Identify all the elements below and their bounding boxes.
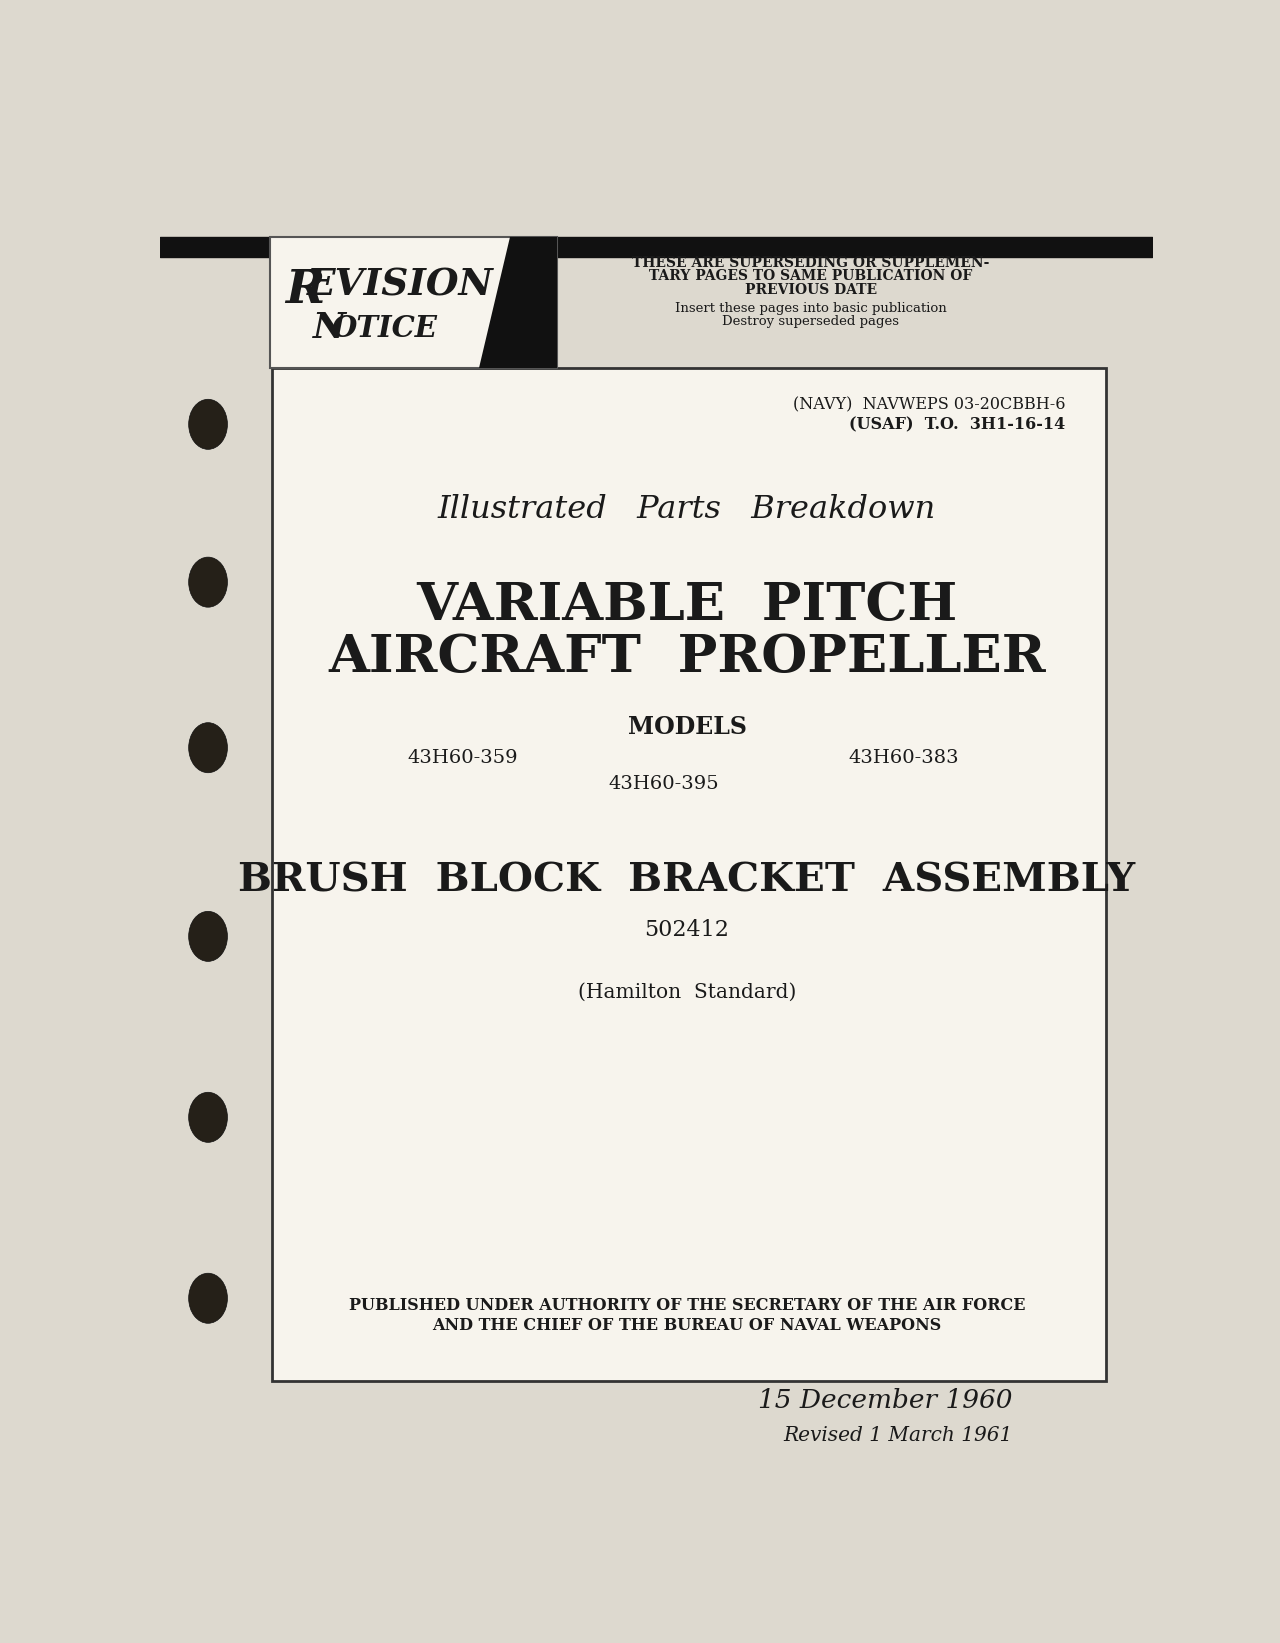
Text: MODELS: MODELS xyxy=(627,715,746,739)
Text: Revised 1 March 1961: Revised 1 March 1961 xyxy=(783,1426,1012,1444)
Text: 502412: 502412 xyxy=(645,918,730,941)
Text: PUBLISHED UNDER AUTHORITY OF THE SECRETARY OF THE AIR FORCE: PUBLISHED UNDER AUTHORITY OF THE SECRETA… xyxy=(348,1298,1025,1314)
Text: Illustrated   Parts   Breakdown: Illustrated Parts Breakdown xyxy=(438,493,936,524)
Text: 43H60-383: 43H60-383 xyxy=(849,749,959,767)
Ellipse shape xyxy=(188,1273,228,1323)
Text: OTICE: OTICE xyxy=(332,314,438,342)
Text: EVISION: EVISION xyxy=(307,266,494,304)
Text: TARY PAGES TO SAME PUBLICATION OF: TARY PAGES TO SAME PUBLICATION OF xyxy=(649,269,973,284)
Ellipse shape xyxy=(188,723,228,772)
FancyBboxPatch shape xyxy=(270,237,557,368)
FancyBboxPatch shape xyxy=(273,368,1106,1380)
Text: BRUSH  BLOCK  BRACKET  ASSEMBLY: BRUSH BLOCK BRACKET ASSEMBLY xyxy=(238,863,1135,900)
Text: (Hamilton  Standard): (Hamilton Standard) xyxy=(577,983,796,1001)
Text: N: N xyxy=(312,311,346,345)
Text: 43H60-395: 43H60-395 xyxy=(608,775,719,794)
Ellipse shape xyxy=(188,557,228,608)
Text: 15 December 1960: 15 December 1960 xyxy=(758,1388,1012,1413)
Text: (USAF)  T.O.  3H1-16-14: (USAF) T.O. 3H1-16-14 xyxy=(849,417,1065,434)
Text: 43H60-359: 43H60-359 xyxy=(407,749,517,767)
Text: R: R xyxy=(285,266,325,312)
Text: VARIABLE  PITCH: VARIABLE PITCH xyxy=(416,580,957,631)
Polygon shape xyxy=(479,237,557,368)
Ellipse shape xyxy=(188,1093,228,1142)
Text: AIRCRAFT  PROPELLER: AIRCRAFT PROPELLER xyxy=(328,633,1046,683)
Ellipse shape xyxy=(188,912,228,961)
Ellipse shape xyxy=(188,399,228,449)
Text: AND THE CHIEF OF THE BUREAU OF NAVAL WEAPONS: AND THE CHIEF OF THE BUREAU OF NAVAL WEA… xyxy=(433,1318,942,1334)
Text: (NAVY)  NAVWEPS 03-20CBBH-6: (NAVY) NAVWEPS 03-20CBBH-6 xyxy=(792,396,1065,414)
Text: PREVIOUS DATE: PREVIOUS DATE xyxy=(745,283,877,297)
Text: Destroy superseded pages: Destroy superseded pages xyxy=(722,315,900,329)
Text: THESE ARE SUPERSEDING OR SUPPLEMEN-: THESE ARE SUPERSEDING OR SUPPLEMEN- xyxy=(632,256,989,269)
Text: Insert these pages into basic publication: Insert these pages into basic publicatio… xyxy=(675,302,947,315)
